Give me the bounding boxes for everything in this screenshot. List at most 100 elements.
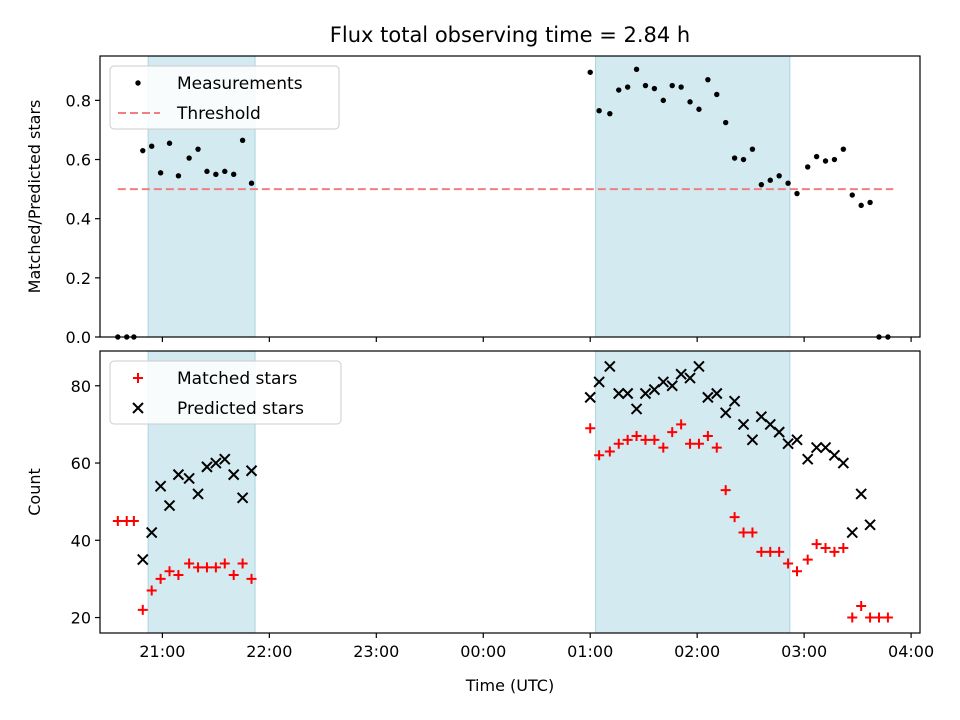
bottom-y-tick-label-1: 20: [71, 609, 91, 628]
top-measurements-point-12: [213, 171, 219, 178]
bottom-predicted-stars-point-15: [593, 376, 605, 388]
top-measurements-point-11: [204, 168, 210, 175]
bottom-predicted-stars-point-1: [137, 553, 149, 566]
top-measurements-point-38: [776, 173, 782, 179]
top-measurements-point-5: [148, 143, 155, 149]
bottom-legend-matched-stars-marker: [133, 373, 143, 383]
bottom-predicted-stars-point-18: [621, 387, 634, 400]
top-measurements-point-18: [596, 108, 602, 114]
bottom-matched-stars-point-39: [783, 558, 794, 569]
top-measurements-point-25: [660, 97, 667, 104]
bottom-matched-stars-point-36: [756, 546, 767, 557]
top-y-tick-label-5: 0.8: [66, 91, 91, 110]
bottom-predicted-stars-point-35: [773, 426, 785, 438]
top-measurements-point-7: [166, 140, 173, 146]
x-tick-label-3: 23:00: [353, 642, 399, 661]
bottom-matched-stars-point-7: [164, 566, 175, 577]
bottom-matched-stars-point-12: [210, 562, 221, 573]
bottom-predicted-stars-point-31: [737, 418, 750, 431]
bottom-matched-stars-point-40: [792, 566, 802, 577]
bottom-predicted-stars-point-19: [630, 403, 643, 415]
top-shaded-window-2: [595, 55, 791, 338]
x-tick-label-5: 01:00: [567, 642, 613, 661]
bottom-predicted-stars-point-29: [719, 407, 732, 419]
top-legend-box: [109, 65, 340, 130]
bottom-predicted-stars-point-44: [855, 488, 867, 500]
bottom-predicted-stars-point-25: [684, 372, 696, 384]
bottom-matched-stars-point-16: [246, 573, 257, 584]
top-measurements-point-46: [849, 192, 855, 198]
bottom-matched-stars-point-45: [838, 543, 849, 554]
top-measurements-point-41: [804, 164, 811, 170]
top-measurements-point-36: [758, 181, 765, 188]
top-measurements-point-17: [587, 69, 593, 75]
top-axes-frame: [99, 55, 921, 338]
bottom-predicted-stars-point-37: [791, 434, 803, 446]
top-measurements-point-33: [731, 155, 738, 161]
bottom-matched-stars-point-23: [640, 434, 651, 445]
bottom-matched-stars-point-5: [146, 585, 157, 596]
top-y-axis-label: Matched/Predicted stars: [25, 100, 44, 294]
x-tick-label-4: 00:00: [460, 642, 506, 661]
top-measurements-point-8: [175, 173, 182, 179]
bottom-predicted-stars-point-7: [192, 488, 204, 500]
bottom-matched-stars-point-17: [585, 423, 596, 434]
top-measurements-point-30: [705, 76, 711, 83]
bottom-matched-stars-point-4: [137, 604, 148, 615]
bottom-axes-frame: [99, 350, 921, 634]
top-measurements-point-48: [867, 199, 873, 206]
bottom-predicted-stars-point-42: [837, 457, 850, 469]
top-measurements-point-40: [794, 190, 800, 197]
bottom-predicted-stars-point-45: [864, 519, 876, 531]
bottom-matched-stars-point-15: [237, 558, 248, 569]
bottom-predicted-stars-point-6: [183, 472, 195, 485]
bottom-matched-stars-point-13: [219, 558, 230, 569]
bottom-matched-stars-point-28: [685, 438, 696, 449]
top-measurements-point-20: [616, 87, 622, 93]
bottom-shaded-window-2: [595, 350, 791, 634]
bottom-predicted-stars-point-5: [172, 468, 185, 481]
bottom-matched-stars-point-42: [811, 539, 822, 550]
x-tick-label-8: 04:00: [888, 642, 934, 661]
bottom-predicted-stars-point-11: [227, 468, 240, 481]
bottom-matched-stars-point-34: [738, 527, 749, 538]
bottom-predicted-stars-point-36: [782, 438, 794, 450]
top-legend-measurements-marker: [135, 80, 141, 86]
top-panel-ratio: 0.0 0.2 0.4 0.6 0.8 Matched/Predicted stars Me…: [25, 55, 921, 347]
bottom-matched-stars-point-9: [184, 558, 195, 569]
top-measurements-point-34: [740, 156, 747, 163]
bottom-y-tick-label-4: 80: [71, 377, 91, 396]
top-measurements-point-6: [157, 170, 164, 176]
top-measurements-point-24: [651, 85, 658, 92]
bottom-matched-stars-point-1: [112, 515, 123, 526]
top-measurements-point-39: [785, 180, 791, 186]
bottom-predicted-stars-point-22: [657, 376, 670, 388]
top-measurements-point-13: [222, 168, 228, 175]
bottom-matched-stars-point-30: [702, 430, 713, 441]
x-axis-label: Time (UTC): [465, 676, 554, 695]
bottom-predicted-stars-point-26: [693, 360, 705, 373]
bottom-matched-stars-point-8: [173, 570, 184, 581]
bottom-matched-stars-point-37: [765, 546, 776, 557]
bottom-legend-predicted-stars-label: Predicted stars: [177, 399, 304, 419]
bottom-predicted-stars-point-10: [219, 453, 231, 465]
top-measurements-point-28: [687, 99, 693, 105]
bottom-y-tick-label-3: 60: [71, 454, 91, 473]
bottom-predicted-stars-point-12: [236, 492, 249, 504]
chart-title: Flux total observing time = 2.84 h: [330, 23, 690, 47]
bottom-predicted-stars-point-39: [810, 441, 823, 454]
bottom-predicted-stars-point-23: [666, 380, 678, 392]
top-measurements-point-44: [831, 156, 838, 163]
bottom-predicted-stars-point-32: [746, 434, 759, 446]
top-measurements-point-16: [248, 180, 255, 186]
bottom-predicted-stars-point-24: [675, 368, 687, 380]
bottom-predicted-stars-point-13: [245, 465, 258, 477]
top-measurements-point-29: [696, 106, 702, 112]
bottom-matched-stars-point-48: [865, 612, 876, 623]
bottom-matched-stars-point-24: [649, 434, 660, 445]
top-measurements-point-23: [642, 82, 649, 89]
top-y-tick-label-1: 0.0: [66, 328, 91, 347]
top-measurements-point-32: [722, 119, 729, 126]
bottom-matched-stars-point-26: [667, 427, 678, 438]
